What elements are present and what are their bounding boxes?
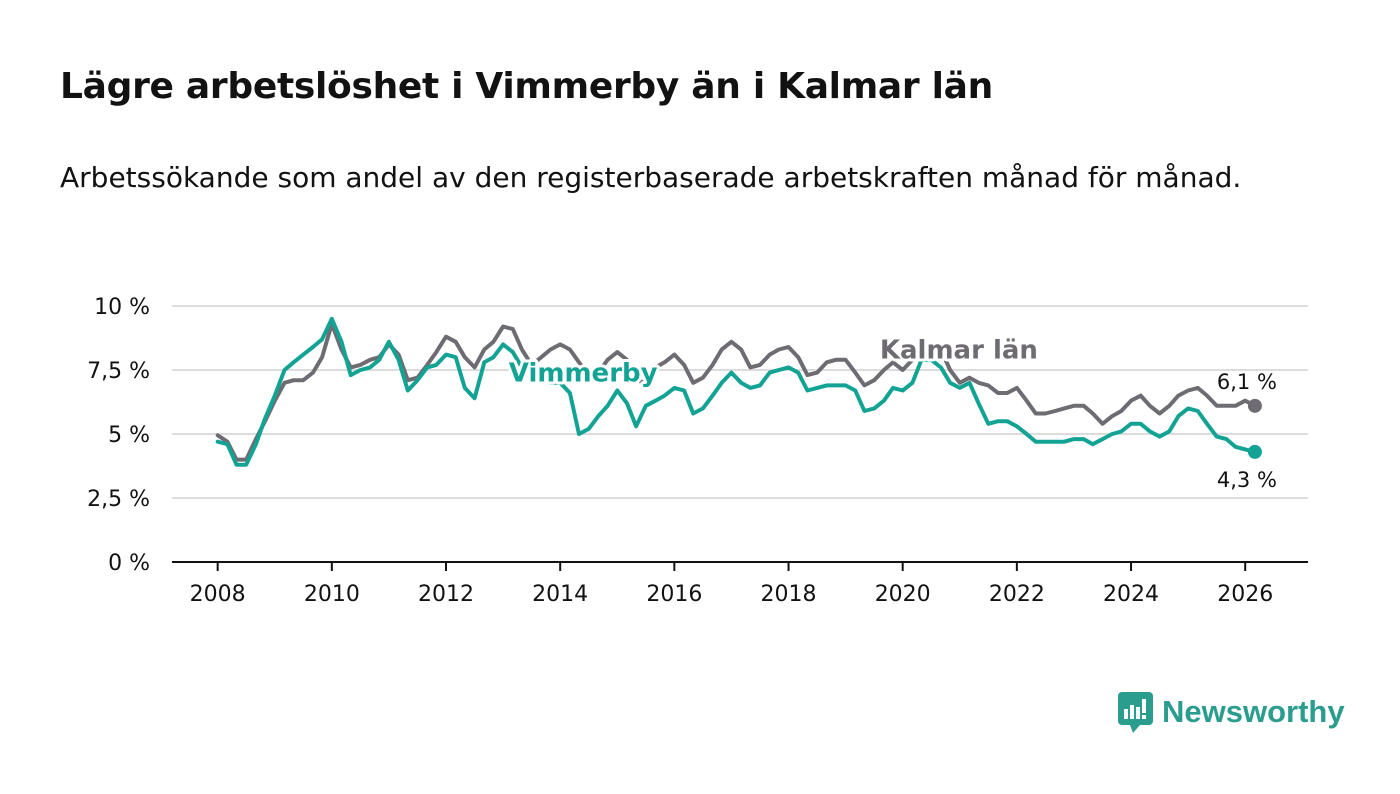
y-tick-label: 7,5 % (87, 359, 150, 384)
x-axis: 2008 2010 2012 2014 2016 2018 2020 2022 2024 2026 (172, 562, 1308, 607)
y-axis-ticks: 0 % 2,5 % 5 % 7,5 % 10 % (87, 295, 150, 576)
gridlines (172, 306, 1308, 498)
series-end-label: 6,1 % (1217, 370, 1277, 394)
series-line-vimmerby (218, 319, 1255, 465)
x-tick-label: 2014 (532, 582, 588, 607)
series-endpoint-vimmerby (1248, 445, 1262, 459)
x-tick-label: 2016 (646, 582, 702, 607)
x-tick-label: 2012 (418, 582, 474, 607)
y-tick-label: 0 % (108, 551, 150, 576)
y-tick-label: 10 % (94, 295, 150, 320)
series-lines: 6,1 % 4,3 % (218, 319, 1277, 492)
x-tick-label: 2010 (304, 582, 360, 607)
newsworthy-logo[interactable]: Newsworthy (1118, 690, 1345, 734)
series-label: Kalmar län (880, 335, 1038, 365)
series-end-label: 4,3 % (1217, 468, 1277, 492)
series-label: Vimmerby (509, 359, 658, 389)
y-tick-label: 5 % (108, 423, 150, 448)
x-tick-label: 2018 (761, 582, 817, 607)
x-tick-label: 2008 (190, 582, 246, 607)
series-endpoint-kalmar-l-n (1248, 399, 1262, 413)
newsworthy-logo-icon (1118, 690, 1154, 734)
line-chart: 0 % 2,5 % 5 % 7,5 % 10 % 2008 2010 2012 2014 201… (0, 0, 1400, 794)
x-tick-label: 2022 (989, 582, 1045, 607)
y-tick-label: 2,5 % (87, 487, 150, 512)
x-tick-label: 2024 (1103, 582, 1159, 607)
x-tick-label: 2026 (1217, 582, 1273, 607)
newsworthy-logo-text: Newsworthy (1162, 694, 1345, 730)
x-tick-label: 2020 (875, 582, 931, 607)
